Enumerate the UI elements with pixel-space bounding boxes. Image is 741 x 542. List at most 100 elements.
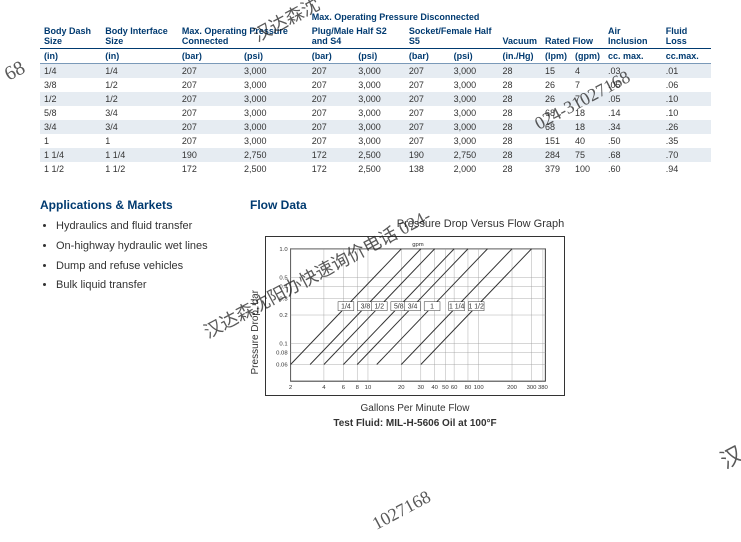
cell: 2,750 [450, 148, 499, 162]
cell: 207 [308, 92, 354, 106]
flow-data-heading: Flow Data [250, 198, 711, 212]
applications-heading: Applications & Markets [40, 198, 220, 212]
flow-data-section: Flow Data Pressure Drop Versus Flow Grap… [250, 198, 711, 429]
cell: 207 [178, 120, 240, 134]
cell: 1 1/2 [101, 162, 178, 176]
svg-text:0.08: 0.08 [276, 351, 288, 357]
cell: 1/2 [40, 92, 101, 106]
svg-text:0.5: 0.5 [279, 275, 288, 281]
cell: 3,000 [240, 92, 308, 106]
cell: 207 [405, 106, 450, 120]
cell: 3,000 [450, 64, 499, 79]
cell: 1 1/4 [40, 148, 101, 162]
cell: .68 [604, 148, 662, 162]
cell: .60 [604, 162, 662, 176]
svg-text:6: 6 [342, 385, 346, 391]
cell: 207 [178, 106, 240, 120]
cell: .03 [604, 64, 662, 79]
cell: .35 [662, 134, 711, 148]
cell: 2,500 [354, 162, 405, 176]
cell: 2,750 [240, 148, 308, 162]
cell: 207 [405, 64, 450, 79]
cell: 3,000 [240, 120, 308, 134]
cell: 172 [308, 148, 354, 162]
cell: 1 [101, 134, 178, 148]
svg-text:0.06: 0.06 [276, 362, 288, 368]
table-row: 112073,0002073,0002073,0002815140.50.35 [40, 134, 711, 148]
cell: 28 [498, 92, 541, 106]
cell: .05 [604, 78, 662, 92]
svg-text:0.2: 0.2 [279, 313, 287, 319]
table-row: 3/43/42073,0002073,0002073,000286818.34.… [40, 120, 711, 134]
cell: 1/2 [101, 78, 178, 92]
svg-text:20: 20 [398, 385, 405, 391]
unit-cell: (in) [40, 49, 101, 64]
cell: .70 [662, 148, 711, 162]
cell: 207 [308, 106, 354, 120]
svg-text:80: 80 [465, 385, 472, 391]
cell: 207 [178, 64, 240, 79]
cell: 3,000 [354, 92, 405, 106]
col-socket: Socket/Female Half S5 [405, 24, 499, 49]
cell: 190 [178, 148, 240, 162]
unit-cell: (psi) [354, 49, 405, 64]
unit-cell: (psi) [240, 49, 308, 64]
cell: 2,000 [450, 162, 499, 176]
cell: 26 [541, 78, 571, 92]
cell: 3,000 [450, 92, 499, 106]
svg-text:0.3: 0.3 [279, 296, 288, 302]
cell: .34 [604, 120, 662, 134]
svg-text:100: 100 [474, 385, 485, 391]
svg-text:1/4: 1/4 [341, 304, 351, 311]
cell: 3,000 [354, 64, 405, 79]
cell: 172 [178, 162, 240, 176]
cell: 3,000 [354, 120, 405, 134]
applications-list: Hydraulics and fluid transferOn-highway … [40, 220, 220, 293]
svg-text:10: 10 [365, 385, 372, 391]
cell: 28 [498, 148, 541, 162]
col-vacuum: Vacuum [498, 10, 541, 49]
cell: 3/8 [40, 78, 101, 92]
applications-section: Applications & Markets Hydraulics and fl… [40, 198, 220, 429]
col-max-conn: Max. Operating Pressure Connected [178, 10, 308, 49]
cell: 207 [178, 134, 240, 148]
chart-title: Pressure Drop Versus Flow Graph [250, 218, 711, 230]
cell: 3,000 [450, 134, 499, 148]
pressure-drop-chart: 2468102030405060801002003003800.060.080.… [265, 236, 565, 396]
unit-cell: (lpm) [541, 49, 571, 64]
cell: 26 [541, 92, 571, 106]
cell: .94 [662, 162, 711, 176]
svg-text:200: 200 [507, 385, 518, 391]
cell: .50 [604, 134, 662, 148]
col-rated-flow: Rated Flow [541, 10, 604, 49]
cell: 1/2 [101, 92, 178, 106]
cell: 207 [405, 78, 450, 92]
svg-text:5/8: 5/8 [394, 304, 404, 311]
cell: 1 1/4 [101, 148, 178, 162]
cell: 207 [308, 120, 354, 134]
cell: 28 [498, 162, 541, 176]
cell: 18 [571, 120, 604, 134]
list-item: Bulk liquid transfer [56, 279, 220, 293]
svg-text:50: 50 [442, 385, 449, 391]
cell: 1/4 [40, 64, 101, 79]
chart-testfluid: Test Fluid: MIL-H-5606 Oil at 100°F [265, 418, 565, 429]
cell: 2,500 [240, 162, 308, 176]
unit-cell: (gpm) [571, 49, 604, 64]
cell: 207 [308, 64, 354, 79]
cell: 75 [571, 148, 604, 162]
cell: 28 [498, 64, 541, 79]
svg-text:0.4: 0.4 [279, 284, 288, 290]
cell: 207 [178, 92, 240, 106]
svg-text:30: 30 [418, 385, 425, 391]
unit-cell: (bar) [405, 49, 450, 64]
cell: 1/4 [101, 64, 178, 79]
table-row: 1/21/22073,0002073,0002073,00028267.05.1… [40, 92, 711, 106]
table-row: 5/83/42073,0002073,0002073,000286818.14.… [40, 106, 711, 120]
svg-text:4: 4 [322, 385, 326, 391]
svg-text:8: 8 [356, 385, 360, 391]
cell: .05 [604, 92, 662, 106]
cell: 3,000 [240, 64, 308, 79]
cell: 172 [308, 162, 354, 176]
cell: .14 [604, 106, 662, 120]
